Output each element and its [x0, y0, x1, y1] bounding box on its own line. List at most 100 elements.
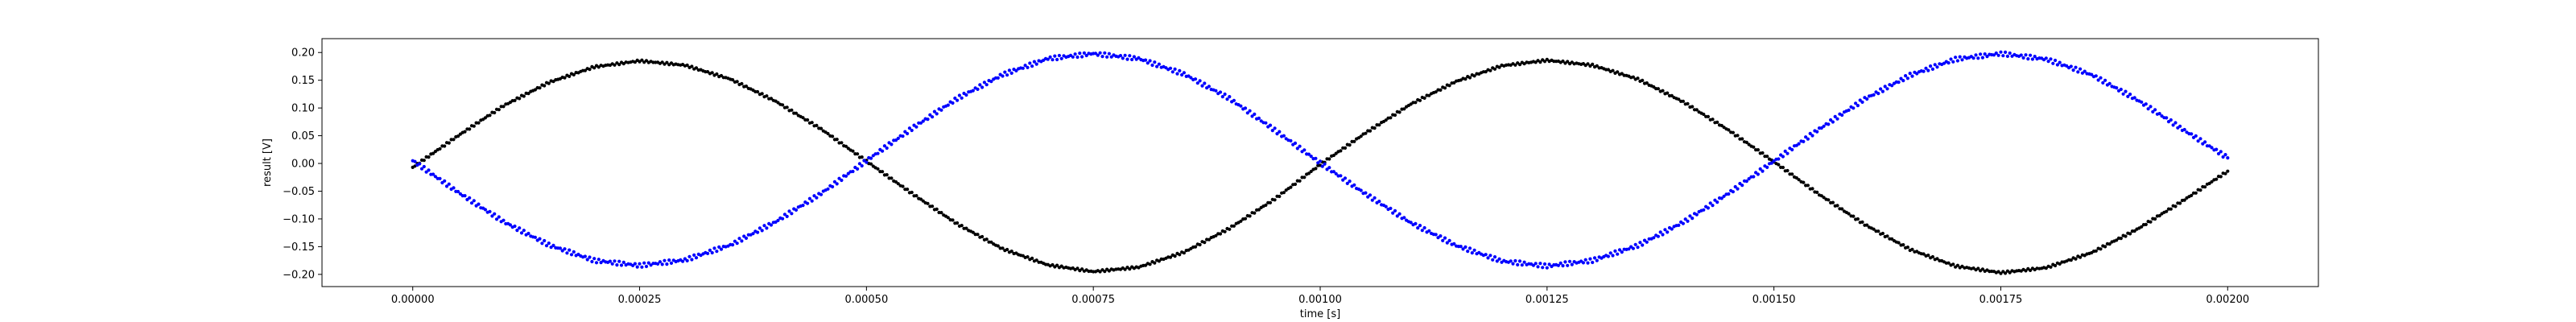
data-point — [468, 196, 472, 200]
data-point — [2226, 169, 2230, 173]
data-point — [1026, 65, 1030, 69]
data-point — [1028, 61, 1032, 65]
data-point — [513, 224, 517, 229]
data-point — [2069, 64, 2073, 68]
data-point — [1752, 145, 1756, 149]
data-point — [1958, 55, 1962, 59]
data-point — [1434, 90, 1438, 94]
data-point — [1581, 261, 1585, 265]
data-point — [1677, 223, 1681, 227]
data-point — [1829, 118, 1833, 122]
data-point — [608, 259, 613, 263]
data-point — [1910, 74, 1914, 78]
data-point — [502, 105, 506, 109]
data-point — [1722, 194, 1726, 198]
data-point — [935, 112, 939, 116]
data-point — [1468, 246, 1472, 250]
data-point — [621, 260, 625, 264]
data-point — [681, 259, 685, 263]
data-point — [692, 253, 696, 257]
data-point — [413, 159, 417, 163]
data-point — [826, 131, 830, 136]
data-point — [781, 217, 785, 221]
data-point — [644, 264, 649, 269]
data-point — [2182, 198, 2186, 202]
x-tick-label: 0.00000 — [391, 294, 435, 306]
data-point — [1740, 184, 1744, 188]
data-point — [2019, 53, 2023, 57]
data-point — [2090, 72, 2094, 76]
data-point — [1856, 217, 1860, 221]
data-point — [2153, 108, 2157, 112]
data-point — [1815, 130, 1819, 134]
data-point — [1253, 211, 1257, 215]
data-point — [1513, 258, 1517, 263]
data-point — [856, 167, 860, 171]
data-point — [1447, 238, 1451, 242]
data-point — [1214, 89, 1218, 93]
data-point — [2198, 137, 2202, 141]
data-point — [926, 118, 930, 122]
data-point — [733, 239, 737, 243]
x-tick-label: 0.00075 — [1071, 294, 1115, 306]
data-point — [765, 226, 769, 230]
data-point — [1661, 89, 1665, 93]
data-point — [1951, 262, 1955, 266]
data-point — [1706, 206, 1710, 210]
data-point — [477, 202, 481, 206]
data-point — [1616, 70, 1620, 74]
data-point — [1677, 97, 1681, 101]
data-point — [2071, 68, 2075, 72]
data-point — [1268, 123, 1273, 127]
data-point — [2169, 207, 2173, 211]
data-point — [1157, 259, 1161, 263]
data-point — [422, 164, 426, 169]
data-point — [2178, 124, 2182, 128]
data-point — [1075, 266, 1080, 270]
data-point — [1268, 200, 1273, 204]
data-point — [1670, 93, 1674, 97]
data-point — [1711, 204, 1715, 208]
data-point — [978, 83, 982, 87]
data-point — [2115, 86, 2119, 90]
data-point — [710, 250, 714, 255]
data-point — [787, 209, 791, 213]
data-point — [1781, 165, 1785, 170]
data-point — [1348, 143, 1352, 147]
data-point — [1368, 129, 1373, 133]
data-point — [533, 88, 538, 92]
data-point — [1195, 81, 1199, 85]
axes-frame — [321, 38, 2319, 287]
data-point — [1740, 137, 1744, 141]
data-point — [1566, 60, 1570, 64]
data-point — [1034, 258, 1038, 262]
data-point — [1359, 188, 1363, 192]
data-point — [731, 243, 735, 247]
data-point — [1592, 256, 1597, 260]
data-point — [2215, 147, 2219, 151]
data-point — [1098, 270, 1102, 274]
data-point — [563, 247, 567, 251]
data-point — [631, 263, 635, 267]
data-point — [1583, 258, 1587, 262]
data-point — [1872, 227, 1876, 231]
x-axis-label: time [s] — [1300, 308, 1340, 320]
data-point — [1339, 149, 1343, 153]
data-point — [719, 247, 724, 251]
data-point — [835, 138, 839, 142]
data-point — [1971, 266, 1975, 270]
data-point — [1180, 72, 1184, 77]
data-point — [2055, 63, 2059, 67]
y-axis-ticks: −0.20 −0.15 −0.10 −0.05 0.00 0.05 0.10 0.15 0.20 — [283, 47, 322, 281]
data-point — [1617, 248, 1622, 252]
data-point — [1203, 81, 1207, 85]
data-point — [921, 119, 925, 123]
data-point — [1856, 104, 1860, 108]
data-point — [1542, 262, 1547, 266]
data-point — [851, 169, 855, 174]
data-point — [1175, 72, 1179, 76]
data-point — [590, 259, 594, 264]
data-point — [1883, 85, 1887, 89]
data-point — [560, 249, 564, 253]
data-point — [939, 211, 943, 215]
